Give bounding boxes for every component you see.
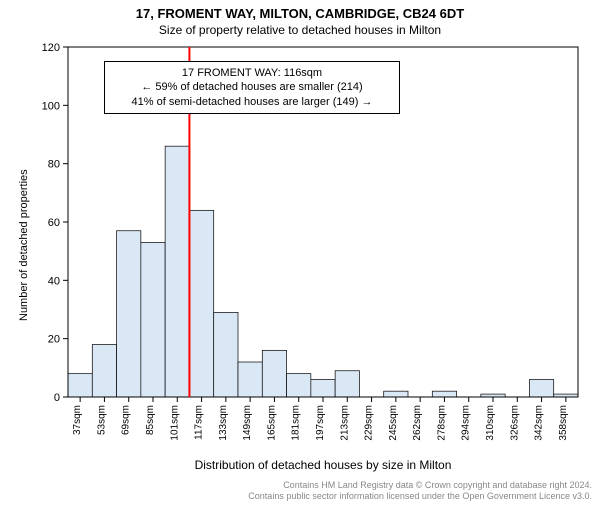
y-tick-label: 20 <box>48 334 60 346</box>
x-tick-label: 149sqm <box>242 405 253 441</box>
histogram-bar <box>141 242 165 397</box>
histogram-bar <box>384 391 408 397</box>
histogram-bar <box>335 371 359 397</box>
histogram-bar <box>189 210 213 397</box>
x-tick-label: 358sqm <box>558 405 569 441</box>
x-tick-label: 165sqm <box>266 405 277 441</box>
y-tick-label: 0 <box>54 392 60 404</box>
x-tick-label: 37sqm <box>72 405 83 435</box>
x-tick-label: 278sqm <box>436 405 447 441</box>
x-tick-label: 262sqm <box>412 405 423 441</box>
histogram-bar <box>117 231 141 397</box>
footer-line-2: Contains public sector information licen… <box>248 491 592 502</box>
chart-title: 17, FROMENT WAY, MILTON, CAMBRIDGE, CB24… <box>0 6 600 21</box>
chart-container: 17, FROMENT WAY, MILTON, CAMBRIDGE, CB24… <box>0 6 600 506</box>
info-line-3: 41% of semi-detached houses are larger (… <box>113 95 391 109</box>
x-tick-label: 245sqm <box>388 405 399 441</box>
histogram-bar <box>311 380 335 398</box>
info-line-1: 17 FROMENT WAY: 116sqm <box>113 66 391 80</box>
x-tick-label: 85sqm <box>145 405 156 435</box>
info-box: 17 FROMENT WAY: 116sqm ← 59% of detached… <box>104 61 400 114</box>
y-tick-label: 120 <box>42 42 60 54</box>
x-tick-label: 213sqm <box>339 405 350 441</box>
x-tick-label: 69sqm <box>121 405 132 435</box>
x-tick-label: 310sqm <box>485 405 496 441</box>
histogram-bar <box>214 312 238 397</box>
histogram-bar <box>165 146 189 397</box>
histogram-bar <box>287 374 311 397</box>
histogram-bar <box>68 374 92 397</box>
x-tick-label: 181sqm <box>291 405 302 441</box>
histogram-bar <box>529 380 553 398</box>
x-tick-label: 101sqm <box>169 405 180 441</box>
x-tick-label: 326sqm <box>509 405 520 441</box>
x-tick-label: 53sqm <box>96 405 107 435</box>
x-tick-label: 197sqm <box>315 405 326 441</box>
footer-line-1: Contains HM Land Registry data © Crown c… <box>248 480 592 491</box>
histogram-bar <box>432 391 456 397</box>
x-tick-label: 117sqm <box>194 405 205 440</box>
y-axis-label: Number of detached properties <box>18 169 30 321</box>
chart-footer: Contains HM Land Registry data © Crown c… <box>248 480 592 503</box>
x-tick-label: 294sqm <box>461 405 472 441</box>
x-axis-label: Distribution of detached houses by size … <box>68 458 578 472</box>
chart-subtitle: Size of property relative to detached ho… <box>0 23 600 37</box>
y-tick-label: 60 <box>48 217 60 229</box>
y-tick-label: 40 <box>48 275 60 287</box>
y-tick-label: 100 <box>42 100 60 112</box>
x-tick-label: 342sqm <box>534 405 545 441</box>
info-line-2: ← 59% of detached houses are smaller (21… <box>113 80 391 94</box>
x-tick-label: 229sqm <box>364 405 375 441</box>
histogram-bar <box>92 345 116 398</box>
histogram-bar <box>262 350 286 397</box>
y-tick-label: 80 <box>48 159 60 171</box>
x-tick-label: 133sqm <box>218 405 229 441</box>
histogram-bar <box>238 362 262 397</box>
